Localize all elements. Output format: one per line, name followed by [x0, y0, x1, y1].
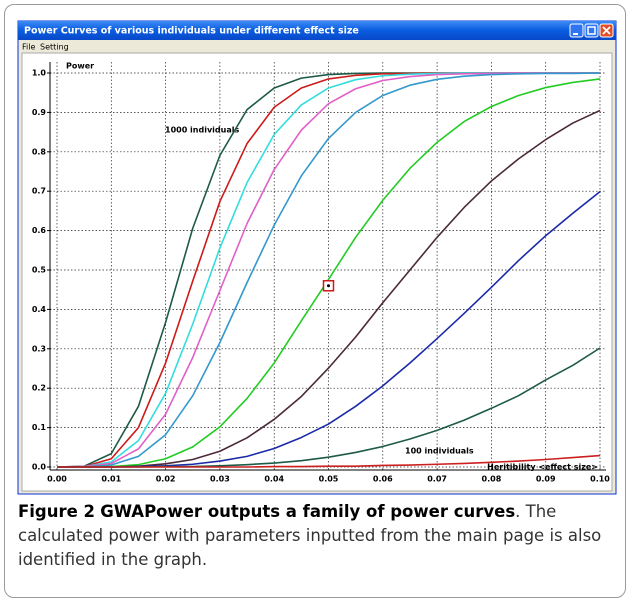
y-tick-label: 0.0 [32, 463, 47, 472]
y-tick-label: 0.8 [32, 147, 47, 156]
menu-item[interactable]: File [22, 43, 35, 52]
y-tick-label: 0.4 [32, 305, 47, 314]
y-tick-label: 0.9 [32, 108, 47, 117]
power-marker-dot [327, 284, 330, 287]
y-tick-label: 0.7 [32, 187, 46, 196]
y-axis-label: Power [66, 62, 94, 71]
page: Power Curves of various individuals unde… [0, 0, 632, 608]
y-tick-label: 0.5 [32, 266, 47, 275]
maximize-button[interactable] [585, 24, 598, 37]
x-tick-label: 0.05 [319, 475, 339, 484]
window-title: Power Curves of various individuals unde… [24, 26, 359, 37]
x-tick-label: 0.00 [47, 475, 67, 484]
x-tick-label: 0.09 [536, 475, 556, 484]
annotation: 100 individuals [405, 447, 474, 456]
y-tick-label: 1.0 [32, 69, 47, 78]
window: Power Curves of various individuals unde… [0, 0, 632, 496]
x-tick-label: 0.02 [156, 475, 176, 484]
minimize-button[interactable] [570, 24, 583, 37]
y-tick-label: 0.2 [32, 384, 46, 393]
x-tick-label: 0.08 [482, 475, 502, 484]
x-tick-label: 0.01 [101, 475, 121, 484]
plot-background [22, 53, 612, 491]
x-tick-label: 0.07 [427, 475, 447, 484]
y-tick-label: 0.3 [32, 344, 46, 353]
caption-label: Figure 2 [18, 502, 95, 521]
x-tick-label: 0.03 [210, 475, 230, 484]
annotation: 1000 individuals [165, 126, 239, 135]
y-tick-label: 0.6 [32, 226, 47, 235]
x-axis-label: Heritibility <effect size> [487, 463, 598, 472]
caption: Figure 2 GWAPower outputs a family of po… [18, 500, 618, 572]
x-tick-label: 0.06 [373, 475, 393, 484]
y-tick-label: 0.1 [32, 423, 47, 432]
x-tick-label: 0.04 [264, 475, 284, 484]
caption-title: GWAPower outputs a family of power curve… [100, 502, 515, 521]
menu-item[interactable]: Setting [40, 43, 69, 52]
x-tick-label: 0.10 [590, 475, 610, 484]
